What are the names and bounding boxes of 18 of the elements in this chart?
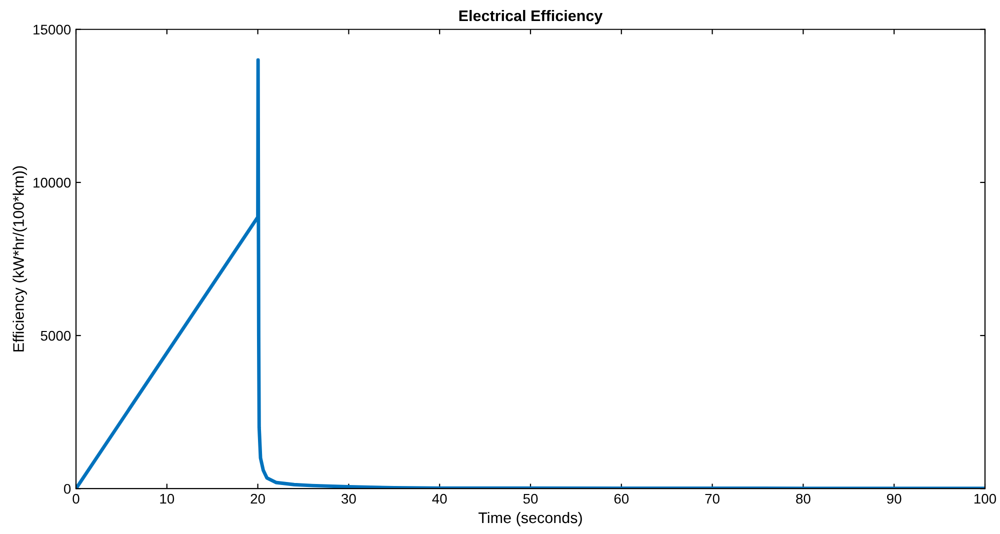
chart-title: Electrical Efficiency — [459, 10, 603, 24]
y-tick-label: 10000 — [34, 178, 71, 188]
x-tick-label: 30 — [342, 494, 356, 504]
x-tick-label: 100 — [974, 494, 996, 504]
x-tick-label: 20 — [250, 494, 265, 504]
y-axis-title: Efficiency (kW*hr/(100*km)) — [12, 166, 27, 352]
y-tick-label: 15000 — [34, 24, 71, 35]
x-tick-label: 40 — [432, 494, 447, 504]
y-tick-label: 5000 — [40, 330, 71, 341]
x-tick-label: 80 — [796, 494, 810, 504]
y-tick-label: 0 — [64, 484, 71, 494]
x-tick-label: 0 — [72, 494, 80, 504]
x-tick-label: 90 — [887, 494, 902, 504]
x-axis-title: Time (seconds) — [478, 512, 582, 526]
x-tick-label: 60 — [614, 494, 629, 504]
x-tick-label: 50 — [523, 494, 538, 504]
x-tick-label: 10 — [160, 494, 174, 504]
x-tick-label: 70 — [705, 494, 720, 504]
